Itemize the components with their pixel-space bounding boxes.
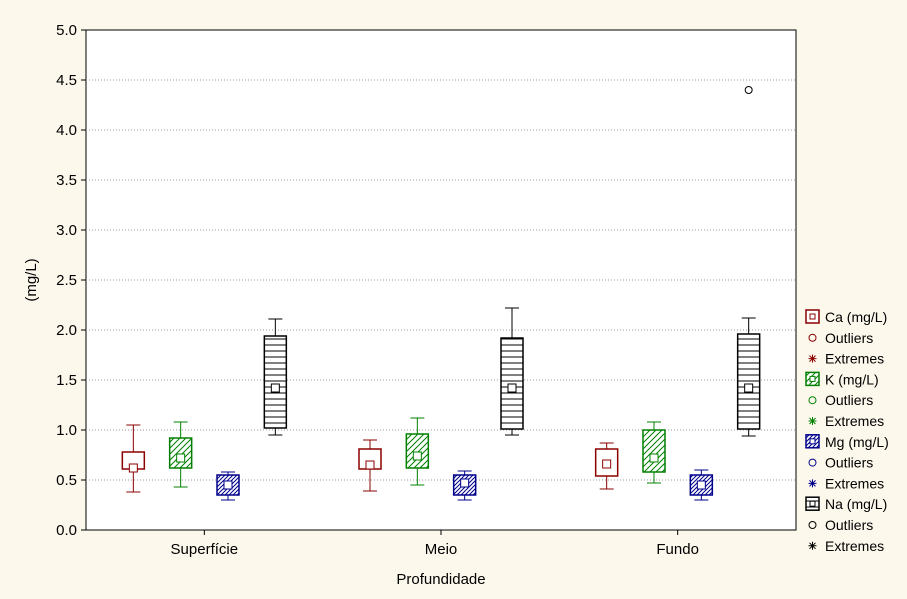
y-tick-label: 4.5 [56,72,77,89]
median-marker [696,480,706,490]
box-plot [594,442,619,490]
legend-label: Extremes [825,413,884,429]
box-plot [500,307,524,436]
legend-label: Outliers [825,330,873,346]
legend-extreme-swatch [808,541,817,550]
legend: Ca (mg/L) Outliers Extremes K (mg/L) Outlier… [805,309,889,554]
median-marker [744,383,754,393]
box-rect [405,433,430,469]
legend-extreme-swatch [808,417,817,425]
legend-label: Ca (mg/L) [825,309,887,325]
y-tick-label: 4.0 [56,122,77,139]
y-tick-label: 0.5 [56,472,77,489]
median-marker [128,463,138,473]
y-tick-label: 0.0 [56,522,77,539]
legend-median-swatch [809,500,816,507]
legend-item: Outliers [808,517,873,533]
legend-label: Extremes [825,475,884,491]
median-marker [602,459,612,469]
legend-item: K (mg/L) [805,371,879,387]
y-tick-label: 2.5 [56,272,77,289]
box-rect [736,333,761,430]
legend-label: Na (mg/L) [825,496,887,512]
legend-outlier-swatch [808,396,817,405]
x-axis-title: Profundidade [396,571,485,588]
legend-item: Extremes [808,475,884,491]
legend-extreme-swatch [808,354,817,363]
box-plot [452,470,477,501]
outlier-point [744,86,753,94]
median-marker [365,460,375,470]
legend-outlier-swatch [808,333,817,342]
x-tick-label: Meio [425,541,458,558]
legend-outlier-swatch [808,521,817,529]
legend-item: Ca (mg/L) [805,309,887,325]
box-plot [358,439,382,492]
median-marker [649,453,659,463]
legend-median-swatch [809,375,816,382]
median-marker [507,383,517,393]
legend-outlier-swatch [808,458,817,467]
axes: 0.0 0.5 1.0 1.5 2.0 2.5 3.0 3.5 4.0 4.5 5.0 Superfí… [56,22,699,558]
legend-item: Outliers [808,455,873,471]
legend-label: Extremes [825,538,884,554]
legend-label: Outliers [825,517,873,533]
legend-item: Na (mg/L) [805,496,887,512]
boxes [121,86,761,501]
legend-extreme-swatch [808,479,817,488]
median-marker [412,451,422,461]
y-tick-label: 2.0 [56,322,77,339]
median-marker [270,383,280,393]
y-axis-title: (mg/L) [23,258,40,301]
box-plot [168,421,193,488]
legend-label: Mg (mg/L) [825,434,889,450]
y-tick-label: 5.0 [56,22,77,39]
legend-median-swatch [809,313,816,320]
median-marker [460,478,470,488]
box-rect [168,437,193,469]
box-plot [405,417,430,486]
legend-label: K (mg/L) [825,371,879,387]
legend-item: Outliers [808,330,873,346]
legend-label: Extremes [825,351,884,367]
x-tick-label: Superfície [171,541,239,558]
median-marker [176,453,186,463]
legend-label: Outliers [825,392,873,408]
y-tick-label: 3.0 [56,222,77,239]
y-tick-label: 1.5 [56,372,77,389]
box-rect [263,335,288,429]
legend-item: Outliers [808,392,873,408]
box-plot [642,421,666,484]
box-plot [216,471,240,501]
legend-item: Extremes [808,413,884,429]
grid [86,79,796,481]
median-marker [223,480,233,490]
x-tick-label: Fundo [656,541,699,558]
box-rect [642,429,666,473]
box-plot [689,469,714,501]
legend-label: Outliers [825,455,873,471]
legend-item: Mg (mg/L) [805,434,889,450]
legend-item: Extremes [808,351,884,367]
legend-item: Extremes [808,538,884,554]
box-plot [263,318,288,436]
y-tick-label: 1.0 [56,422,77,439]
box-plot [121,424,146,493]
y-tick-label: 3.5 [56,172,77,189]
box-plot [736,317,761,437]
legend-median-swatch [809,438,816,445]
